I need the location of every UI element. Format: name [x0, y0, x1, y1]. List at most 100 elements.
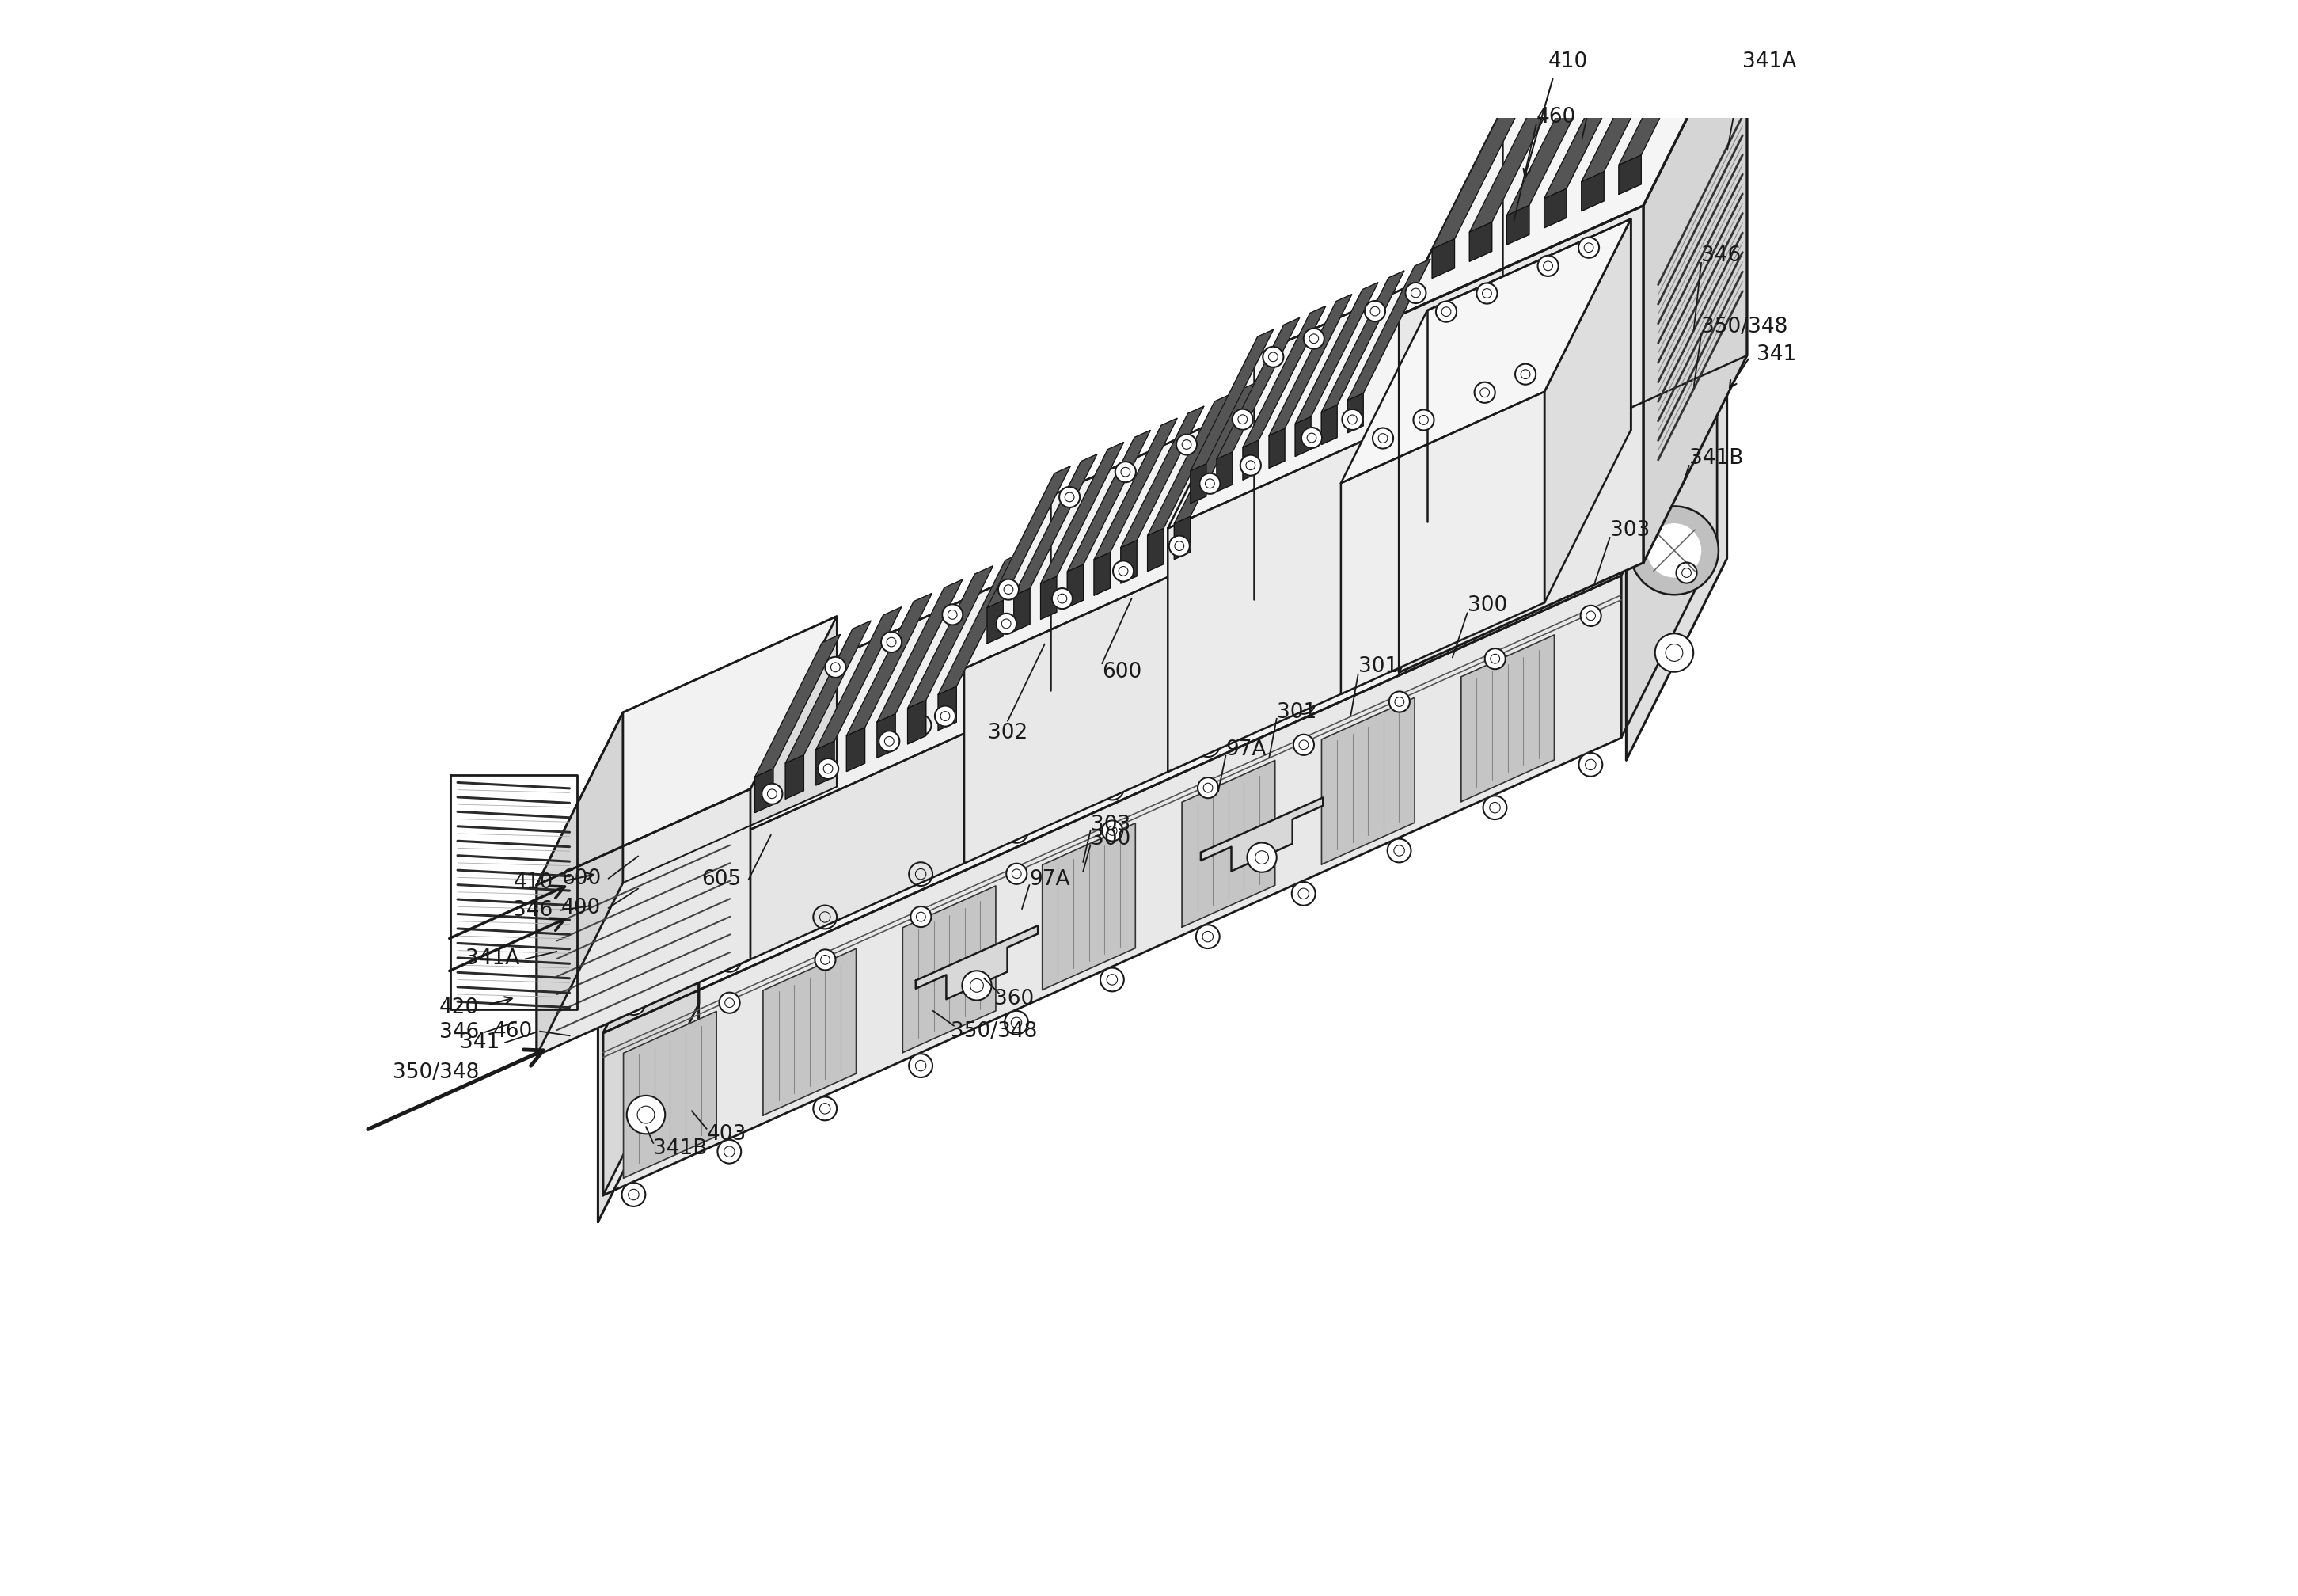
Polygon shape [1094, 552, 1110, 595]
Polygon shape [1618, 155, 1641, 195]
Circle shape [1195, 924, 1220, 948]
Polygon shape [1197, 391, 1285, 758]
Polygon shape [1503, 0, 1746, 466]
Text: 341: 341 [460, 1033, 499, 1053]
Circle shape [623, 991, 646, 1015]
Circle shape [1294, 543, 1314, 563]
Circle shape [1579, 562, 1602, 584]
Circle shape [627, 1095, 664, 1133]
Circle shape [1052, 589, 1073, 610]
Text: 301: 301 [1278, 702, 1317, 723]
Polygon shape [1321, 271, 1404, 412]
Text: 97A: 97A [1225, 739, 1266, 760]
Circle shape [963, 970, 990, 1001]
Polygon shape [731, 734, 965, 969]
Polygon shape [1321, 405, 1337, 445]
Circle shape [1264, 346, 1285, 367]
Polygon shape [1620, 383, 1717, 737]
Text: 420: 420 [439, 998, 478, 1018]
Polygon shape [1347, 393, 1363, 433]
Polygon shape [763, 948, 857, 1116]
Circle shape [1478, 282, 1498, 303]
Circle shape [1648, 523, 1701, 578]
Polygon shape [878, 579, 963, 721]
Polygon shape [1066, 565, 1082, 608]
Polygon shape [786, 755, 804, 800]
Circle shape [1581, 605, 1602, 626]
Circle shape [1485, 648, 1505, 669]
Text: 410: 410 [512, 873, 554, 894]
Polygon shape [938, 686, 956, 731]
Circle shape [1342, 409, 1363, 429]
Circle shape [1675, 562, 1696, 583]
Polygon shape [1342, 391, 1544, 694]
Circle shape [1655, 634, 1694, 672]
Polygon shape [1013, 589, 1030, 632]
Circle shape [1195, 733, 1220, 757]
Polygon shape [756, 769, 772, 812]
Polygon shape [1066, 431, 1151, 571]
Polygon shape [1202, 798, 1324, 871]
Circle shape [1436, 302, 1457, 322]
Polygon shape [903, 886, 995, 1053]
Polygon shape [1643, 0, 1746, 563]
Circle shape [910, 862, 933, 886]
Text: 460: 460 [1535, 107, 1576, 128]
Circle shape [1388, 500, 1409, 520]
Text: 346: 346 [512, 900, 554, 921]
Text: 360: 360 [995, 988, 1034, 1009]
Polygon shape [1243, 306, 1326, 447]
Polygon shape [1432, 89, 1530, 249]
Polygon shape [1581, 172, 1604, 211]
Polygon shape [1462, 635, 1553, 801]
Text: 460: 460 [492, 1021, 533, 1042]
Circle shape [660, 918, 699, 956]
Circle shape [1388, 839, 1411, 862]
Text: 400: 400 [561, 897, 602, 918]
Circle shape [1200, 472, 1220, 493]
Polygon shape [1167, 437, 1372, 772]
Circle shape [935, 705, 956, 726]
Polygon shape [1147, 394, 1232, 536]
Circle shape [761, 784, 781, 804]
Text: 410: 410 [1549, 51, 1588, 72]
Circle shape [1248, 843, 1278, 873]
Circle shape [1007, 672, 1027, 693]
Circle shape [719, 801, 740, 822]
Polygon shape [1296, 282, 1379, 425]
Polygon shape [623, 616, 836, 883]
Polygon shape [1121, 405, 1204, 547]
Text: 600: 600 [561, 868, 602, 889]
Polygon shape [1216, 452, 1232, 492]
Circle shape [1170, 536, 1190, 557]
Polygon shape [1618, 5, 1717, 164]
Polygon shape [965, 391, 1285, 669]
Polygon shape [1041, 442, 1124, 584]
Circle shape [816, 758, 836, 779]
Polygon shape [908, 701, 926, 744]
Polygon shape [915, 926, 1039, 999]
Circle shape [1413, 410, 1434, 431]
Polygon shape [908, 567, 993, 709]
Circle shape [1301, 428, 1321, 448]
Circle shape [997, 579, 1018, 600]
Circle shape [1177, 434, 1197, 455]
Circle shape [717, 1140, 742, 1163]
Polygon shape [1347, 259, 1429, 401]
Polygon shape [597, 801, 699, 1223]
Polygon shape [602, 576, 1620, 1195]
Polygon shape [1043, 824, 1135, 990]
Circle shape [818, 758, 839, 779]
Circle shape [1482, 796, 1507, 819]
Circle shape [1101, 776, 1124, 800]
Polygon shape [1581, 22, 1678, 182]
Polygon shape [538, 712, 623, 1055]
Polygon shape [816, 741, 834, 785]
Polygon shape [623, 1012, 717, 1178]
Circle shape [910, 715, 931, 736]
Polygon shape [1181, 760, 1275, 927]
Polygon shape [1627, 340, 1728, 760]
Polygon shape [846, 594, 933, 736]
Polygon shape [965, 563, 1197, 863]
Polygon shape [1544, 38, 1641, 198]
